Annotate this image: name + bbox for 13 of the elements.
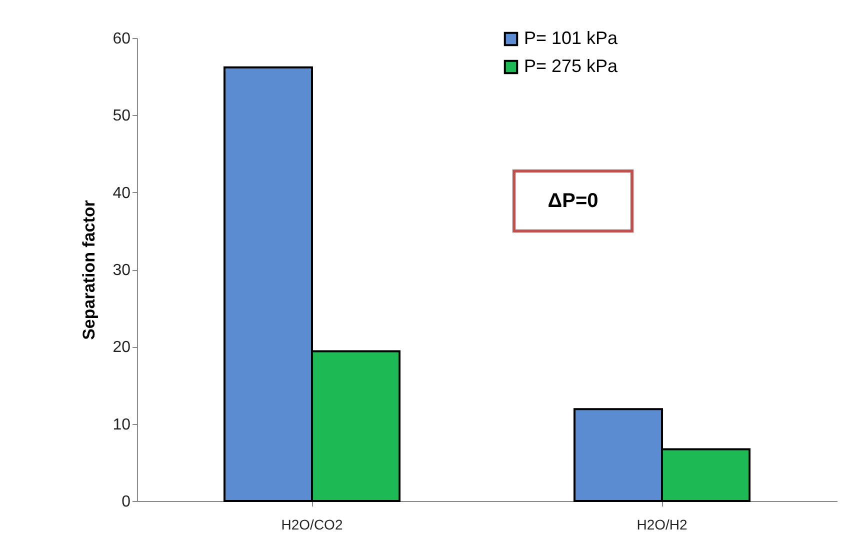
x-tick-label: H2O/CO2 bbox=[281, 516, 343, 532]
y-tick-label: 50 bbox=[112, 108, 131, 125]
y-tick-label: 30 bbox=[112, 262, 131, 279]
y-tick-label: 40 bbox=[112, 184, 131, 202]
y-tick-label: 10 bbox=[112, 416, 131, 434]
y-axis-title: Separation factor bbox=[80, 200, 99, 340]
y-tick-label: 20 bbox=[112, 339, 131, 356]
y-tick-label: 60 bbox=[112, 30, 131, 48]
y-tick-label: 0 bbox=[122, 494, 131, 510]
legend-label: P= 101 kPa bbox=[524, 28, 619, 48]
annotation: ΔP=0 bbox=[548, 190, 598, 212]
x-tick-label: H2O/H2 bbox=[636, 516, 688, 532]
legend-label: P= 275 kPa bbox=[524, 56, 619, 76]
